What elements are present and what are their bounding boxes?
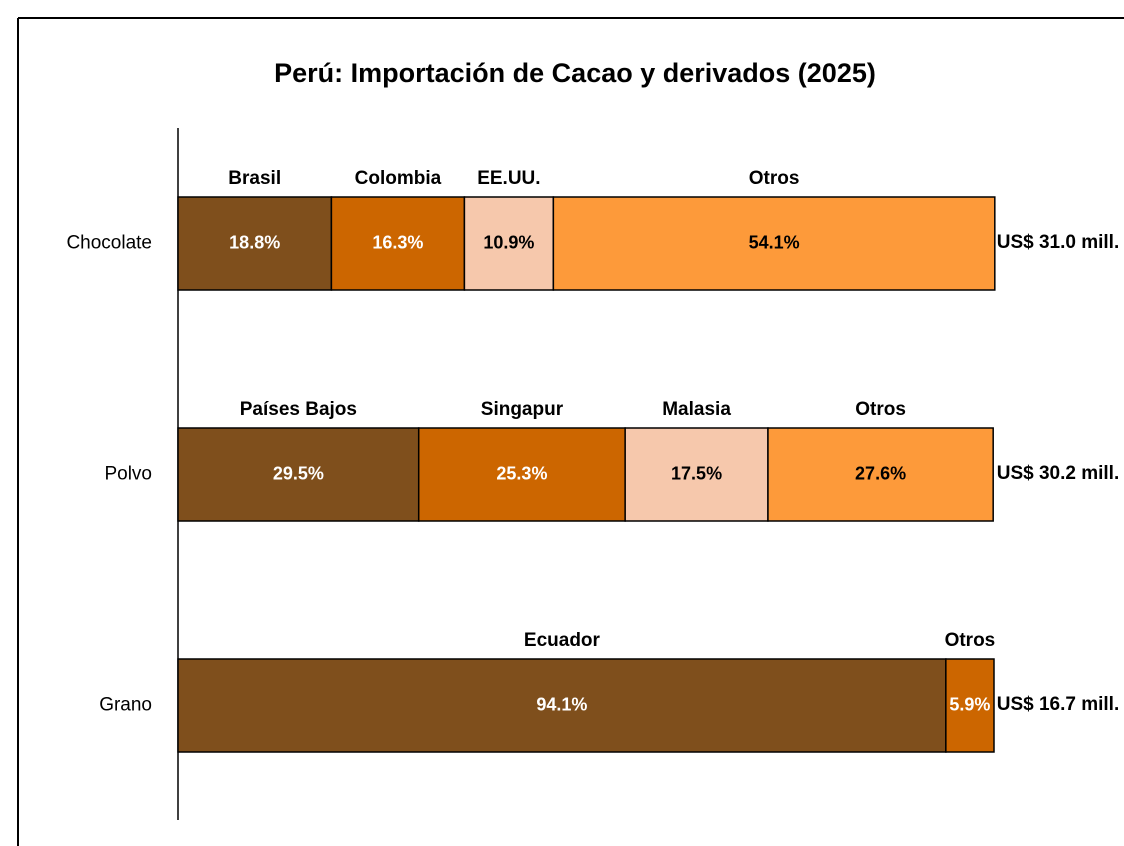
bar-segment: [417, 427, 626, 522]
category-label: Grano: [99, 695, 152, 716]
segment-name: Otros: [749, 168, 800, 189]
chart-title: Perú: Importación de Cacao y derivados (…: [274, 58, 876, 88]
total-label-box: US$ 16.7 mill.: [996, 694, 1120, 716]
segment-name: Ecuador: [524, 630, 601, 651]
bar-segment: [767, 427, 994, 522]
segment-name: Brasil: [228, 168, 281, 189]
total-label-box: US$ 30.2 mill.: [996, 463, 1120, 485]
category-label: Chocolate: [66, 233, 152, 254]
value-label: 27.6%: [855, 463, 906, 483]
segment-name: Malasia: [662, 399, 731, 420]
total-label: US$ 30.2 mill.: [996, 463, 1120, 485]
bar-segment: [177, 427, 420, 522]
value-label: 54.1%: [749, 232, 800, 252]
value-label: 16.3%: [372, 232, 423, 252]
segment-name: Otros: [855, 399, 906, 420]
bar-segment: [552, 196, 996, 291]
category-label: Polvo: [104, 464, 152, 485]
value-label: 25.3%: [496, 463, 547, 483]
value-label: 10.9%: [483, 232, 534, 252]
value-label: 29.5%: [273, 463, 324, 483]
bar-segment: [177, 196, 333, 291]
total-label-box: US$ 31.0 mill.: [996, 232, 1120, 254]
total-label: US$ 16.7 mill.: [996, 694, 1120, 716]
segment-name: Países Bajos: [240, 399, 357, 420]
segment-name: Otros: [945, 630, 996, 651]
segment-name: Singapur: [481, 399, 564, 420]
total-label: US$ 31.0 mill.: [996, 232, 1120, 254]
segment-name: EE.UU.: [477, 168, 540, 189]
value-label: 17.5%: [671, 463, 722, 483]
bar-segment: [624, 427, 769, 522]
value-label: 18.8%: [229, 232, 280, 252]
value-label: 94.1%: [536, 694, 587, 714]
value-label: 5.9%: [949, 694, 990, 714]
bar-segment: [177, 658, 947, 753]
bar-segment: [945, 658, 995, 753]
segment-name: Colombia: [355, 168, 442, 189]
